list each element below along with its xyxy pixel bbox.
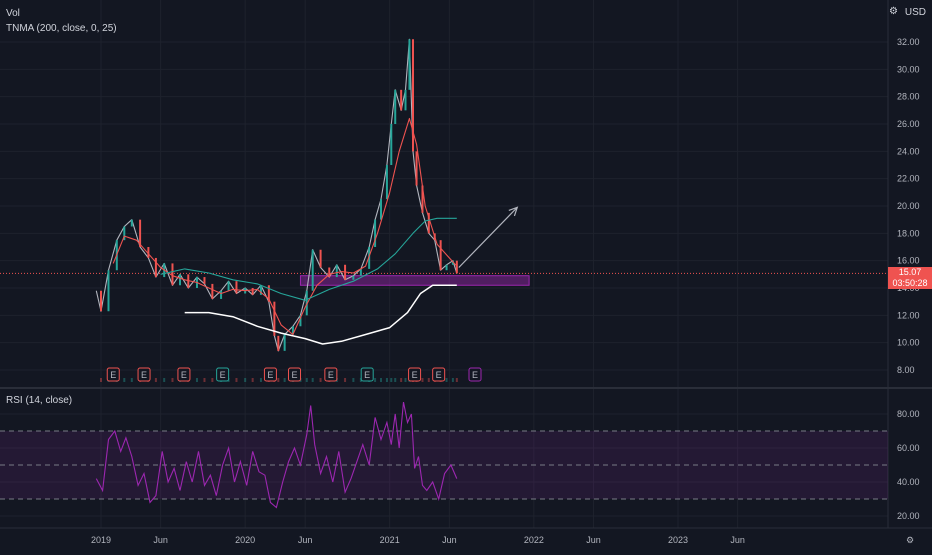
time-axis-tick: Jun bbox=[730, 535, 745, 545]
settings-icon[interactable]: ⚙ bbox=[889, 6, 898, 17]
volume-bar bbox=[385, 378, 388, 382]
time-axis-tick: Jun bbox=[586, 535, 601, 545]
volume-bar bbox=[445, 378, 448, 382]
time-axis-tick: 2023 bbox=[668, 535, 688, 545]
time-axis-tick: 2020 bbox=[235, 535, 255, 545]
time-axis-tick: Jun bbox=[298, 535, 313, 545]
volume-bar bbox=[130, 378, 133, 382]
price-axis-tick: 30.00 bbox=[897, 64, 920, 74]
volume-bar bbox=[100, 378, 102, 382]
volume-bar bbox=[123, 378, 126, 382]
volume-bar bbox=[259, 378, 262, 382]
tnma-line bbox=[184, 284, 457, 345]
volume-bar bbox=[352, 378, 355, 382]
rsi-axis-tick: 40.00 bbox=[897, 477, 920, 487]
earnings-marker-label: E bbox=[220, 370, 226, 380]
price-axis-tick: 16.00 bbox=[897, 256, 920, 266]
earnings-marker bbox=[106, 367, 120, 382]
volume-bar bbox=[203, 378, 206, 382]
axis-settings-icon: ⚙ bbox=[906, 535, 914, 545]
earnings-marker bbox=[137, 367, 151, 382]
volume-bar bbox=[211, 378, 214, 382]
last-price-tag: 15.07 bbox=[888, 267, 932, 278]
vol-legend[interactable]: Vol bbox=[6, 8, 20, 19]
volume-bar bbox=[251, 378, 254, 382]
time-axis-tick: 2021 bbox=[380, 535, 400, 545]
earnings-marker-label: E bbox=[412, 370, 418, 380]
rsi-line bbox=[95, 401, 458, 509]
earnings-marker bbox=[468, 367, 482, 382]
projection-arrow bbox=[458, 206, 518, 268]
price-series bbox=[95, 38, 458, 352]
volume-bar bbox=[195, 378, 198, 382]
currency-label[interactable]: USD bbox=[904, 7, 926, 18]
earnings-marker-label: E bbox=[364, 370, 370, 380]
time-axis-tick: 2022 bbox=[524, 535, 544, 545]
volume-bar bbox=[244, 378, 247, 382]
volume-bar bbox=[451, 378, 454, 382]
price-axis-tick: 32.00 bbox=[897, 37, 920, 47]
volume-bar bbox=[171, 378, 174, 382]
earnings-marker-label: E bbox=[328, 370, 334, 380]
earnings-marker bbox=[288, 367, 302, 382]
earnings-marker bbox=[408, 367, 422, 382]
earnings-marker-label: E bbox=[292, 370, 298, 380]
tnma-legend[interactable]: TNMA (200, close, 0, 25) bbox=[6, 23, 117, 34]
rsi-legend[interactable]: RSI (14, close) bbox=[6, 395, 73, 406]
volume-bar bbox=[394, 378, 397, 382]
volume-bar bbox=[311, 378, 314, 382]
time-axis-tick: 2019 bbox=[91, 535, 111, 545]
earnings-marker bbox=[360, 367, 374, 382]
price-axis-tick: 28.00 bbox=[897, 92, 920, 102]
price-axis-tick: 12.00 bbox=[897, 310, 920, 320]
price-axis-tick: 20.00 bbox=[897, 201, 920, 211]
volume-bar bbox=[374, 378, 377, 382]
volume-bar bbox=[235, 378, 238, 382]
price-axis-tick: 8.00 bbox=[897, 365, 915, 375]
earnings-marker-label: E bbox=[472, 370, 478, 380]
earnings-marker bbox=[263, 367, 277, 382]
earnings-marker-label: E bbox=[436, 370, 442, 380]
time-axis-tick: Jun bbox=[442, 535, 457, 545]
earnings-marker bbox=[432, 367, 446, 382]
volume-bar bbox=[277, 378, 280, 382]
volume-bar bbox=[427, 378, 430, 382]
volume-bar bbox=[154, 378, 157, 382]
earnings-marker-label: E bbox=[141, 370, 147, 380]
earnings-marker bbox=[177, 367, 191, 382]
rsi-axis-tick: 20.00 bbox=[897, 511, 920, 521]
volume-bar bbox=[455, 378, 458, 382]
volume-bar bbox=[319, 378, 322, 382]
rsi-axis-tick: 60.00 bbox=[897, 443, 920, 453]
moving-average-teal bbox=[160, 217, 457, 301]
volume-bar bbox=[163, 378, 166, 382]
projection-arrow-head bbox=[508, 206, 519, 217]
rsi-axis-tick: 80.00 bbox=[897, 409, 920, 419]
volume-bar bbox=[344, 378, 347, 382]
volume-bar bbox=[404, 378, 407, 382]
volume-bar bbox=[380, 378, 383, 382]
volume-bar bbox=[390, 378, 393, 382]
price-axis-tick: 26.00 bbox=[897, 119, 920, 129]
bar-countdown: 03:50:28 bbox=[888, 278, 932, 289]
price-axis-tick: 22.00 bbox=[897, 174, 920, 184]
price-axis-tick: 10.00 bbox=[897, 338, 920, 348]
support-zone bbox=[299, 275, 530, 286]
earnings-marker-label: E bbox=[267, 370, 273, 380]
earnings-marker bbox=[216, 367, 230, 382]
time-axis-tick: Jun bbox=[153, 535, 168, 545]
earnings-marker-label: E bbox=[181, 370, 187, 380]
volume-bar bbox=[305, 378, 308, 382]
volume-bar bbox=[400, 378, 403, 382]
price-axis-tick: 18.00 bbox=[897, 228, 920, 238]
volume-bar bbox=[283, 378, 286, 382]
earnings-marker-label: E bbox=[110, 370, 116, 380]
moving-average-red bbox=[112, 117, 458, 336]
earnings-marker bbox=[324, 367, 338, 382]
price-axis-tick: 24.00 bbox=[897, 146, 920, 156]
volume-bar bbox=[421, 378, 424, 382]
